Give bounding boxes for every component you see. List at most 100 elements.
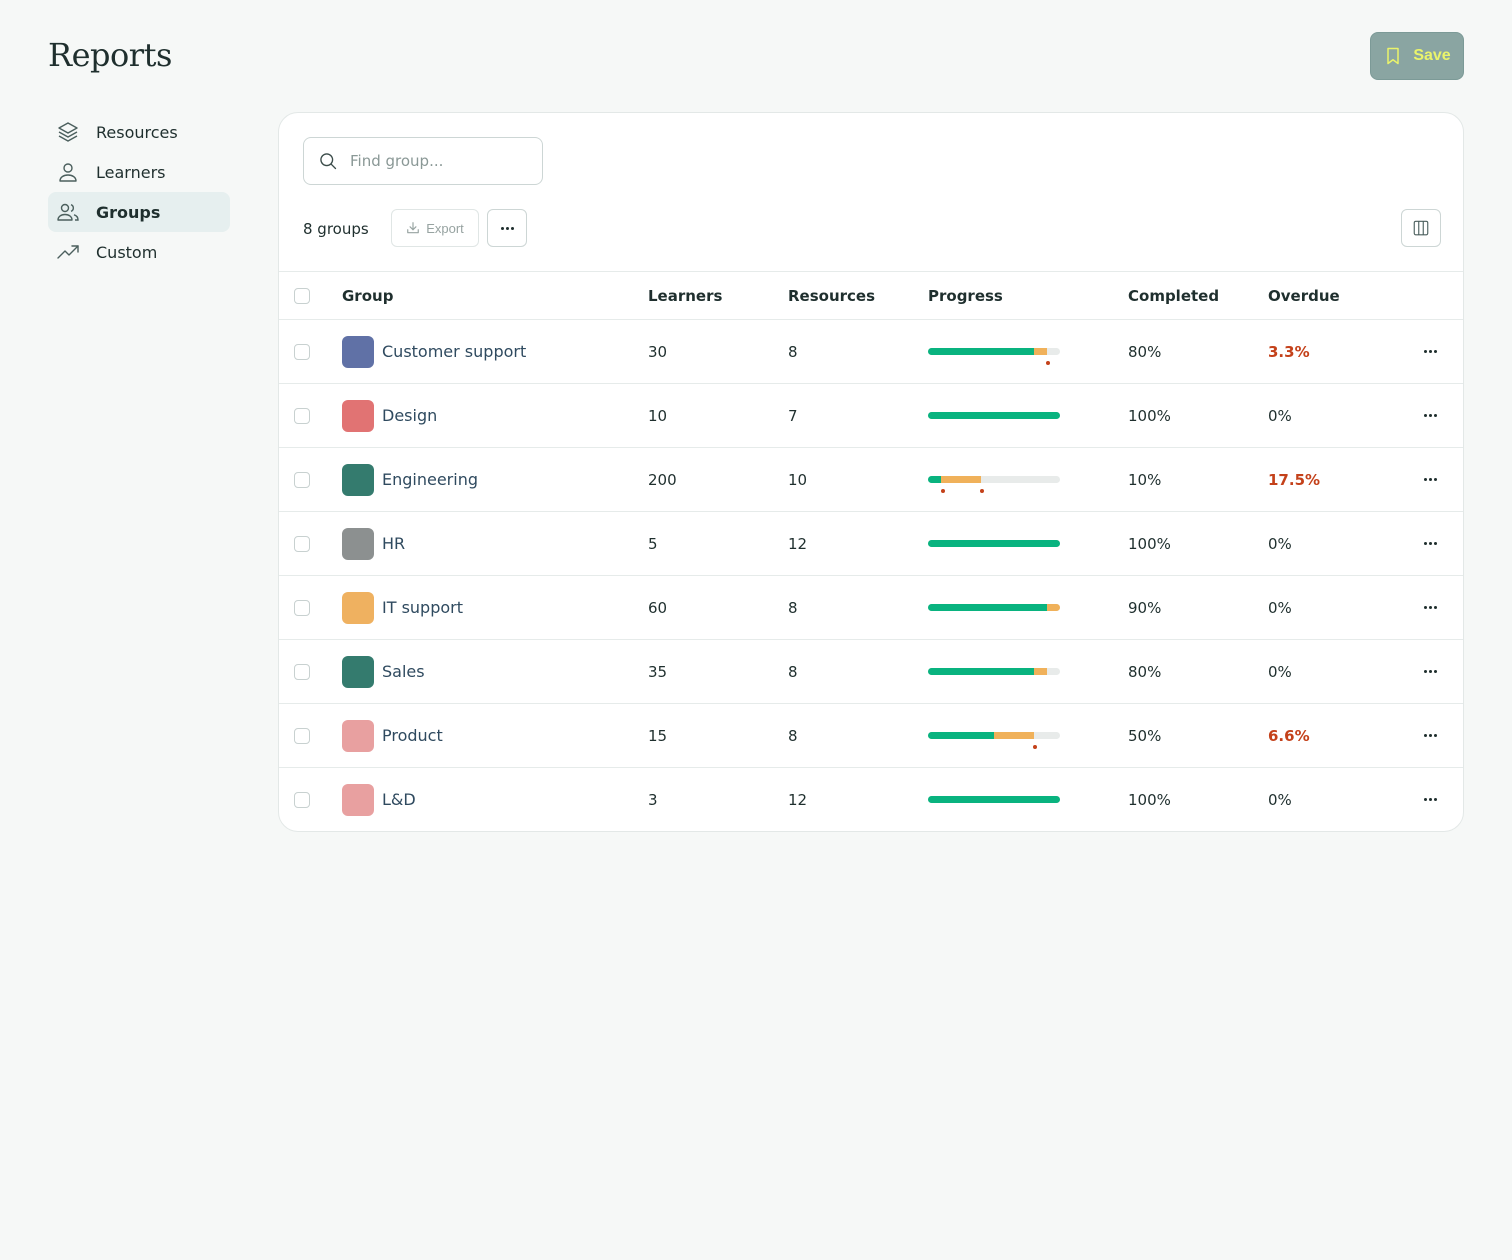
row-checkbox[interactable] <box>294 791 310 808</box>
group-color-swatch <box>342 783 374 816</box>
column-header-resources[interactable]: Resources <box>788 286 876 305</box>
sidebar-item-label: Learners <box>96 162 166 182</box>
progress-completed-segment <box>928 412 1060 419</box>
group-name[interactable]: HR <box>382 534 406 553</box>
more-horizontal-icon <box>1424 414 1437 417</box>
table-row[interactable]: IT support 60 8 90% 0% <box>279 575 1463 639</box>
group-color-swatch <box>342 399 374 432</box>
row-actions-button[interactable] <box>1418 472 1443 487</box>
sidebar-item-resources[interactable]: Resources <box>48 112 230 152</box>
export-button-label: Export <box>426 220 464 236</box>
row-actions-button[interactable] <box>1418 728 1443 743</box>
group-color-swatch <box>342 655 374 688</box>
row-checkbox[interactable] <box>294 599 310 616</box>
more-horizontal-icon <box>500 226 514 230</box>
select-all-checkbox[interactable] <box>294 287 310 304</box>
learners-count: 30 <box>648 342 668 361</box>
column-header-progress[interactable]: Progress <box>928 286 1003 305</box>
table-row[interactable]: Product 15 8 50% 6.6% <box>279 703 1463 767</box>
group-name[interactable]: Sales <box>382 662 425 681</box>
completed-percent: 100% <box>1128 406 1171 425</box>
sidebar-nav: Resources Learners Groups Custom <box>48 112 230 272</box>
table-row[interactable]: L&D 3 12 100% 0% <box>279 767 1463 831</box>
resources-count: 8 <box>788 342 798 361</box>
row-checkbox[interactable] <box>294 535 310 552</box>
table-row[interactable]: HR 5 12 100% 0% <box>279 511 1463 575</box>
table-row[interactable]: Customer support 30 8 80% 3.3% <box>279 319 1463 383</box>
column-header-completed[interactable]: Completed <box>1128 286 1220 305</box>
progress-in-progress-segment <box>941 476 981 483</box>
more-options-button[interactable] <box>487 209 527 247</box>
sidebar-item-learners[interactable]: Learners <box>48 152 230 192</box>
completed-percent: 100% <box>1128 790 1171 809</box>
group-name[interactable]: Design <box>382 406 438 425</box>
resources-count: 8 <box>788 598 798 617</box>
search-icon <box>320 153 337 170</box>
group-color-swatch <box>342 463 374 496</box>
progress-completed-segment <box>928 604 1047 611</box>
overdue-marker <box>1033 745 1037 749</box>
table-row[interactable]: Sales 35 8 80% 0% <box>279 639 1463 703</box>
row-checkbox[interactable] <box>294 471 310 488</box>
learners-count: 15 <box>648 726 668 745</box>
sidebar-item-groups[interactable]: Groups <box>48 192 230 232</box>
overdue-percent: 17.5% <box>1268 470 1321 489</box>
more-horizontal-icon <box>1424 542 1437 545</box>
progress-bar <box>928 796 1060 803</box>
group-name[interactable]: IT support <box>382 598 464 617</box>
group-color-swatch <box>342 335 374 368</box>
progress-bar <box>928 732 1060 749</box>
table-row[interactable]: Design 10 7 100% 0% <box>279 383 1463 447</box>
resources-count: 12 <box>788 534 808 553</box>
overdue-percent: 3.3% <box>1268 342 1310 361</box>
completed-percent: 90% <box>1128 598 1162 617</box>
group-count: 8 groups <box>303 220 369 238</box>
learners-count: 35 <box>648 662 668 681</box>
table-body: Customer support 30 8 80% 3.3% Design 10… <box>279 319 1463 831</box>
progress-in-progress-segment <box>1034 668 1047 675</box>
completed-percent: 80% <box>1128 342 1162 361</box>
row-actions-button[interactable] <box>1418 600 1443 615</box>
resources-count: 10 <box>788 470 808 489</box>
search-field[interactable] <box>303 137 543 185</box>
users-icon <box>57 203 79 221</box>
overdue-percent: 0% <box>1268 790 1292 809</box>
sidebar-item-label: Groups <box>96 202 161 222</box>
overdue-percent: 0% <box>1268 406 1292 425</box>
save-button[interactable]: Save <box>1370 32 1464 80</box>
group-name[interactable]: Engineering <box>382 470 478 489</box>
row-actions-button[interactable] <box>1418 344 1443 359</box>
row-actions-button[interactable] <box>1418 792 1443 807</box>
progress-in-progress-segment <box>994 732 1034 739</box>
page-title: Reports <box>48 36 172 74</box>
more-horizontal-icon <box>1424 350 1437 353</box>
row-checkbox[interactable] <box>294 407 310 424</box>
progress-bar <box>928 668 1060 675</box>
overdue-percent: 0% <box>1268 598 1292 617</box>
column-header-overdue[interactable]: Overdue <box>1268 286 1340 305</box>
row-checkbox[interactable] <box>294 727 310 744</box>
row-actions-button[interactable] <box>1418 408 1443 423</box>
column-header-learners[interactable]: Learners <box>648 286 723 305</box>
learners-count: 10 <box>648 406 668 425</box>
sidebar-item-custom[interactable]: Custom <box>48 232 230 272</box>
resources-count: 8 <box>788 726 798 745</box>
table-row[interactable]: Engineering 200 10 10% 17.5% <box>279 447 1463 511</box>
column-header-group[interactable]: Group <box>342 286 394 305</box>
row-actions-button[interactable] <box>1418 536 1443 551</box>
completed-percent: 10% <box>1128 470 1162 489</box>
row-checkbox[interactable] <box>294 663 310 680</box>
group-name[interactable]: L&D <box>382 790 416 809</box>
more-horizontal-icon <box>1424 670 1437 673</box>
columns-button[interactable] <box>1401 209 1441 247</box>
search-input[interactable] <box>350 152 520 170</box>
group-name[interactable]: Product <box>382 726 443 745</box>
user-icon <box>59 163 77 182</box>
sidebar-item-label: Custom <box>96 242 158 262</box>
group-name[interactable]: Customer support <box>382 342 527 361</box>
row-actions-button[interactable] <box>1418 664 1443 679</box>
export-button[interactable]: Export <box>391 209 479 247</box>
row-checkbox[interactable] <box>294 343 310 360</box>
group-color-swatch <box>342 719 374 752</box>
overdue-marker <box>1046 361 1050 365</box>
